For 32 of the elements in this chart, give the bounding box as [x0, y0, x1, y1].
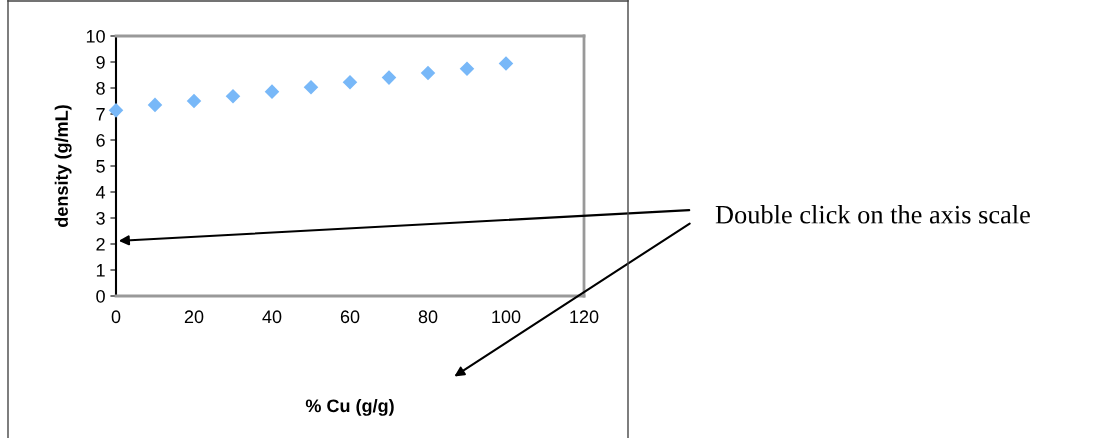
point — [420, 65, 436, 81]
point — [342, 75, 358, 90]
y-tick-label: 7 — [96, 108, 105, 121]
point — [303, 79, 319, 95]
y-tick-label: 8 — [96, 81, 105, 95]
text: Double click on the axis scale — [715, 205, 1030, 224]
point — [264, 84, 280, 99]
x-tick-label: 60 — [340, 310, 360, 324]
y-axis-title: density (g/mL) — [54, 105, 72, 227]
y-tick-label: 4 — [95, 186, 106, 199]
y-tick-label: 3 — [96, 211, 105, 225]
y-tick-label: 10 — [86, 29, 105, 43]
y-tick-label: 6 — [96, 133, 105, 147]
y-tick-label: 5 — [96, 160, 105, 173]
point — [498, 56, 514, 71]
point — [225, 89, 241, 104]
point — [459, 61, 475, 77]
x-tick-label: 120 — [570, 310, 599, 324]
point — [108, 103, 124, 118]
x-tick-label: 80 — [418, 310, 438, 324]
point — [381, 70, 397, 85]
x-tick-label: 20 — [184, 310, 204, 324]
point — [186, 93, 202, 109]
x-axis-title: % Cu (g/g) — [305, 398, 394, 416]
point — [147, 97, 163, 113]
y-tick-label: 2 — [96, 237, 105, 251]
y-tick-label: 0 — [96, 289, 105, 303]
x-tick-label: 100 — [492, 310, 521, 324]
y-tick-label: 9 — [96, 55, 105, 69]
x-tick-label: 0 — [111, 310, 121, 324]
x-tick-label: 40 — [262, 310, 282, 324]
y-tick-label: 1 — [96, 264, 105, 277]
